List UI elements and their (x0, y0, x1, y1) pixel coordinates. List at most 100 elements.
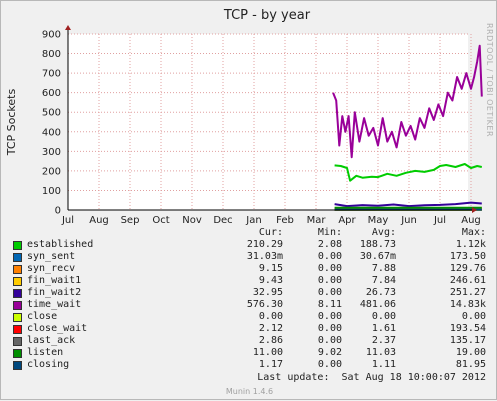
y-tick-label: 600 (42, 88, 61, 99)
legend-max-value: 193.54 (450, 323, 486, 334)
legend-swatch (13, 253, 22, 262)
legend-avg-value: 7.88 (372, 263, 396, 274)
legend-avg-value: 11.03 (366, 347, 396, 358)
legend-min-value: 0.00 (318, 287, 342, 298)
legend-max-value: 129.76 (450, 263, 486, 274)
legend-min-value: 0.00 (318, 263, 342, 274)
legend-min-value: 0.00 (318, 359, 342, 370)
y-tick-label: 800 (42, 49, 61, 60)
chart-title: TCP - by year (223, 8, 311, 23)
legend-cur-value: 32.95 (253, 287, 283, 298)
legend-max-value: 135.17 (450, 335, 486, 346)
legend-swatch (13, 337, 22, 346)
x-tick-label: Mar (307, 215, 327, 226)
legend-cur-value: 2.86 (259, 335, 283, 346)
legend-min-value: 0.00 (318, 311, 342, 322)
legend-avg-value: 2.37 (372, 335, 396, 346)
legend-swatch (13, 325, 22, 334)
legend-cur-value: 576.30 (247, 299, 283, 310)
y-axis-label: TCP Sockets (5, 89, 18, 157)
legend-series-name: syn_recv (27, 263, 75, 274)
legend-max-value: 1.12k (456, 239, 486, 250)
header-cur: Cur: (259, 227, 283, 238)
x-tick-label: Aug (461, 215, 481, 226)
legend-min-value: 0.00 (318, 275, 342, 286)
legend-row-syn_recv: syn_recv 9.15 0.00 7.88 129.76 (1, 263, 497, 275)
legend-cur-value: 31.03m (247, 251, 283, 262)
y-tick-label: 200 (42, 166, 61, 177)
y-tick-label: 500 (42, 108, 61, 119)
legend-swatch (13, 349, 22, 358)
x-tick-label: Feb (276, 215, 294, 226)
legend-avg-value: 30.67m (360, 251, 396, 262)
legend-swatch (13, 301, 22, 310)
legend-min-value: 9.02 (318, 347, 342, 358)
rrdtool-credit: RRDTOOL / TOBI OETIKER (485, 23, 494, 137)
legend-min-value: 0.00 (318, 323, 342, 334)
legend-swatch (13, 313, 22, 322)
legend-series-name: time_wait (27, 299, 81, 310)
x-tick-label: Apr (338, 215, 356, 226)
x-tick-label: Jan (245, 215, 261, 226)
x-tick-label: Dec (213, 215, 232, 226)
legend-swatch (13, 277, 22, 286)
legend-min-value: 8.11 (318, 299, 342, 310)
x-tick-label: Aug (89, 215, 109, 226)
legend-row-fin_wait1: fin_wait1 9.43 0.00 7.84 246.61 (1, 275, 497, 287)
legend-max-value: 246.61 (450, 275, 486, 286)
legend-avg-value: 7.84 (372, 275, 396, 286)
legend-swatch (13, 241, 22, 250)
y-tick-label: 700 (42, 69, 61, 80)
y-tick-labels: 0 100 200 300 400 500 600 700 800 900 (42, 30, 61, 217)
legend-cur-value: 11.00 (253, 347, 283, 358)
legend-max-value: 19.00 (456, 347, 486, 358)
munin-version: Munin 1.4.6 (1, 387, 497, 396)
legend-avg-value: 26.73 (366, 287, 396, 298)
x-tick-label: Oct (152, 215, 169, 226)
y-tick-label: 0 (55, 206, 61, 217)
legend-max-value: 14.83k (450, 299, 486, 310)
legend-cur-value: 2.12 (259, 323, 283, 334)
legend-series-name: closing (27, 359, 69, 370)
x-tick-label: Jun (400, 215, 417, 226)
legend-cur-value: 1.17 (259, 359, 283, 370)
legend-series-name: fin_wait1 (27, 275, 81, 286)
y-tick-label: 900 (42, 30, 61, 41)
legend-min-value: 2.08 (318, 239, 342, 250)
y-tick-label: 300 (42, 147, 61, 158)
legend-swatch (13, 265, 22, 274)
legend-swatch (13, 361, 22, 370)
legend-series-name: syn_sent (27, 251, 75, 262)
legend-max-value: 251.27 (450, 287, 486, 298)
header-max: Max: (462, 227, 486, 238)
plot-area (68, 34, 468, 210)
y-tick-label: 400 (42, 127, 61, 138)
legend-series-name: close (27, 311, 57, 322)
legend-header: Cur: Min: Avg: Max: (1, 227, 497, 239)
header-min: Min: (318, 227, 342, 238)
legend-row-closing: closing 1.17 0.00 1.11 81.95 (1, 359, 497, 371)
legend-cur-value: 9.15 (259, 263, 283, 274)
legend-avg-value: 0.00 (372, 311, 396, 322)
legend-min-value: 0.00 (318, 251, 342, 262)
legend-cur-value: 210.29 (247, 239, 283, 250)
legend-min-value: 0.00 (318, 335, 342, 346)
legend-avg-value: 1.11 (372, 359, 396, 370)
legend-swatch (13, 289, 22, 298)
legend-cur-value: 9.43 (259, 275, 283, 286)
x-tick-label: Nov (182, 215, 202, 226)
y-tick-label: 100 (42, 186, 61, 197)
legend-max-value: 0.00 (462, 311, 486, 322)
legend-series-name: listen (27, 347, 63, 358)
legend-max-value: 81.95 (456, 359, 486, 370)
y-axis-arrow (65, 25, 71, 30)
header-avg: Avg: (372, 227, 396, 238)
